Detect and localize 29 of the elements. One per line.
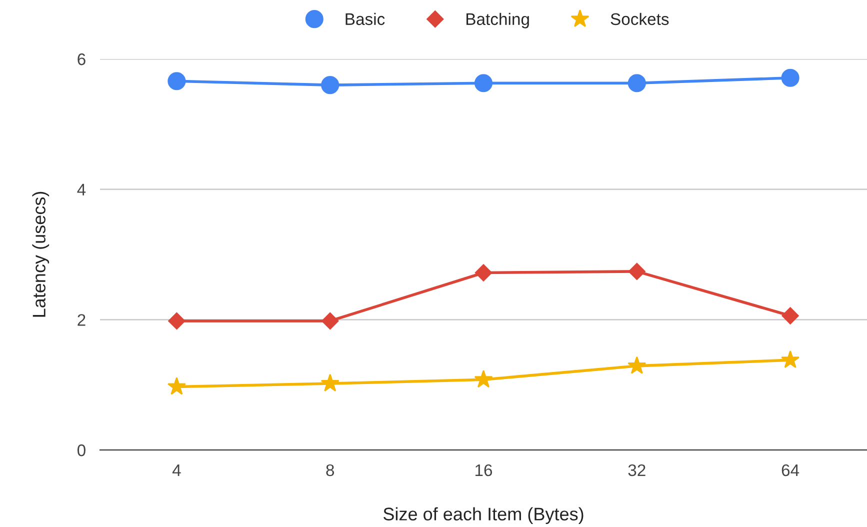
y-tick-label: 2: [78, 314, 86, 326]
point: [474, 74, 493, 92]
y-tick-label: 4: [77, 184, 86, 196]
point: [320, 374, 340, 392]
x-tick-label: 4: [172, 464, 181, 476]
legend-label: Basic: [346, 12, 385, 26]
x-tick-label: 8: [326, 464, 334, 476]
point: [321, 76, 340, 94]
point: [168, 312, 186, 330]
point: [628, 356, 646, 374]
y-tick-label: 0: [77, 444, 86, 456]
y-tick-label: 6: [78, 53, 86, 66]
point: [474, 264, 492, 282]
point: [168, 72, 186, 90]
point: [628, 262, 646, 280]
point: [167, 377, 186, 395]
point: [322, 312, 339, 330]
point: [782, 307, 799, 324]
point: [781, 350, 800, 368]
legend-label: Sockets: [610, 12, 669, 26]
y-axis-title: Latency (usecs): [32, 192, 50, 317]
x-tick-label: 64: [782, 464, 800, 476]
x-axis-title: Size of each Item (Bytes): [383, 507, 584, 524]
point: [781, 68, 800, 87]
point: [474, 370, 493, 388]
x-tick-label: 16: [476, 464, 492, 476]
legend-label: Batching: [466, 12, 529, 28]
x-tick-label: 32: [628, 464, 646, 476]
point: [628, 74, 646, 92]
